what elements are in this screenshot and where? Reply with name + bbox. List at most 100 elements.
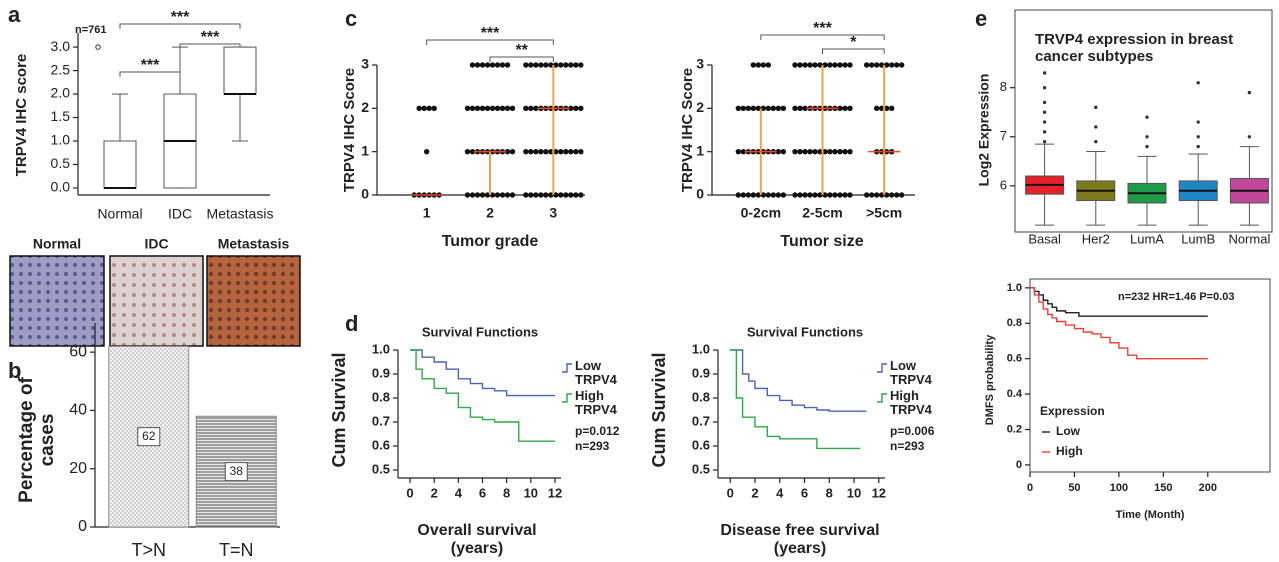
dot [760, 192, 767, 198]
legend-label: Low [1056, 424, 1081, 438]
y-tick-label: 1.5 [51, 108, 71, 124]
dot [775, 148, 782, 155]
x-tick-label: 10 [524, 485, 538, 500]
dot [792, 192, 798, 198]
significance-bracket [426, 39, 554, 45]
dot [504, 148, 511, 155]
dot [847, 105, 853, 112]
dot [578, 148, 584, 155]
dot [474, 192, 481, 198]
y-axis-label: TRPV4 IHC Score [341, 68, 358, 192]
dot [847, 62, 853, 68]
dot [740, 192, 747, 198]
dot [760, 62, 767, 68]
dot [469, 105, 476, 112]
dot [797, 105, 803, 112]
legend-label: High [1056, 444, 1083, 458]
dot [797, 62, 803, 68]
x-tick-label: 12 [872, 485, 886, 500]
image-label: IDC [144, 236, 168, 252]
dot [533, 62, 539, 68]
dot [822, 62, 828, 68]
dot [578, 192, 584, 198]
y-tick-label: 1.0 [372, 341, 390, 356]
y-axis-label: Cum Survival [649, 352, 670, 468]
dot [538, 148, 544, 155]
value-label: 62 [142, 429, 156, 443]
x-tick-label: 200 [1199, 482, 1217, 494]
dot [812, 148, 818, 155]
dot [479, 105, 486, 112]
dot [479, 62, 486, 68]
dot [755, 192, 762, 198]
x-tick-label: 2 [486, 205, 494, 221]
survival-curve [730, 349, 861, 450]
dot [780, 105, 787, 112]
outlier [1094, 125, 1098, 129]
x-tick-label: T>N [131, 540, 166, 560]
x-tick-label: 0 [1027, 482, 1033, 494]
x-tick-label: 2 [431, 485, 438, 500]
dot [832, 148, 838, 155]
x-tick-label: 2-5cm [802, 205, 842, 221]
y-axis-label: Percentage of cases [16, 377, 58, 503]
x-tick-label: Normal [97, 206, 142, 222]
outlier [1042, 85, 1047, 90]
x-tick-label: Basal [1028, 231, 1061, 246]
x-axis-label: Overall survival (years) [417, 522, 537, 557]
dot [523, 148, 529, 155]
dot [423, 148, 430, 155]
y-tick-label: 1 [696, 142, 704, 158]
dot [479, 192, 486, 198]
dot [750, 62, 757, 68]
dot [533, 192, 539, 198]
dot [504, 62, 511, 68]
y-tick-label: 2 [696, 99, 704, 115]
legend-label: Low TRPV4 [575, 358, 617, 388]
dot [509, 148, 516, 155]
tissue-image [9, 255, 105, 347]
y-tick-label: 3.0 [51, 38, 71, 54]
dot [745, 105, 752, 112]
dot [494, 62, 501, 68]
outlier [1042, 120, 1047, 124]
dot [484, 62, 491, 68]
dot [765, 105, 772, 112]
dot [827, 148, 833, 155]
dot [832, 62, 838, 68]
outlier [1196, 81, 1200, 85]
annotation: p=0.006 [890, 424, 935, 438]
dot [863, 192, 870, 198]
dot [842, 192, 848, 198]
dot [489, 192, 496, 198]
dot [431, 105, 437, 112]
dot [416, 105, 422, 112]
dot [469, 192, 476, 198]
dot [780, 192, 787, 198]
significance-label: *** [481, 25, 500, 42]
legend-title: Expression [1040, 404, 1105, 418]
y-tick-label: 0 [78, 518, 87, 535]
dot [469, 148, 476, 155]
panel-label: d [345, 311, 358, 336]
legend-label: High TRPV4 [890, 388, 932, 418]
dot [812, 192, 818, 198]
dot [558, 148, 564, 155]
dot [494, 192, 501, 198]
dot [421, 105, 427, 112]
x-tick-label: IDC [168, 206, 192, 222]
plot-frame [1029, 278, 1271, 473]
dot [533, 105, 539, 112]
y-tick-label: 0.4 [1007, 388, 1023, 400]
dot [489, 62, 496, 68]
significance-bracket [179, 43, 241, 49]
dot [509, 192, 516, 198]
dot [548, 192, 554, 198]
annotation: n=293 [575, 439, 610, 453]
dot [770, 192, 777, 198]
dot [578, 105, 584, 112]
dot [735, 148, 742, 155]
dot [802, 192, 808, 198]
dot [863, 62, 870, 68]
dot [873, 62, 880, 68]
